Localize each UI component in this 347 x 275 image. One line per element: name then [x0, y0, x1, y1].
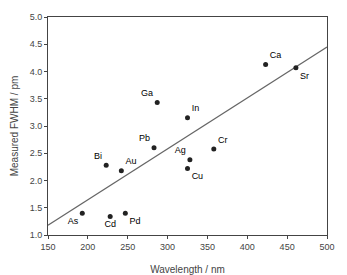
svg-text:2.0: 2.0	[30, 176, 43, 186]
svg-text:As: As	[68, 216, 79, 226]
svg-text:250: 250	[120, 242, 135, 252]
svg-text:5.0: 5.0	[30, 12, 43, 22]
svg-text:Ga: Ga	[141, 88, 153, 98]
svg-text:Measured FWHM / pm: Measured FWHM / pm	[9, 76, 20, 177]
svg-text:Cr: Cr	[218, 135, 228, 145]
svg-text:150: 150	[40, 242, 55, 252]
svg-text:3.0: 3.0	[30, 121, 43, 131]
svg-text:400: 400	[240, 242, 255, 252]
svg-text:Ag: Ag	[175, 145, 186, 155]
svg-text:4.5: 4.5	[30, 39, 43, 49]
svg-text:2.5: 2.5	[30, 148, 43, 158]
svg-text:1.0: 1.0	[30, 230, 43, 240]
svg-text:Wavelength / nm: Wavelength / nm	[150, 264, 225, 275]
svg-text:1.5: 1.5	[30, 203, 43, 213]
svg-text:Sr: Sr	[300, 71, 309, 81]
svg-text:In: In	[192, 103, 200, 113]
svg-text:350: 350	[200, 242, 215, 252]
svg-text:3.5: 3.5	[30, 94, 43, 104]
svg-text:500: 500	[319, 242, 334, 252]
svg-text:Pb: Pb	[139, 133, 150, 143]
svg-text:Ca: Ca	[270, 50, 282, 60]
svg-text:200: 200	[80, 242, 95, 252]
svg-text:300: 300	[160, 242, 175, 252]
svg-text:Cd: Cd	[104, 219, 116, 229]
svg-text:4.0: 4.0	[30, 67, 43, 77]
svg-text:Au: Au	[125, 156, 136, 166]
svg-text:Pd: Pd	[129, 216, 140, 226]
svg-text:Cu: Cu	[192, 171, 204, 181]
svg-text:Bi: Bi	[94, 151, 102, 161]
svg-text:450: 450	[280, 242, 295, 252]
